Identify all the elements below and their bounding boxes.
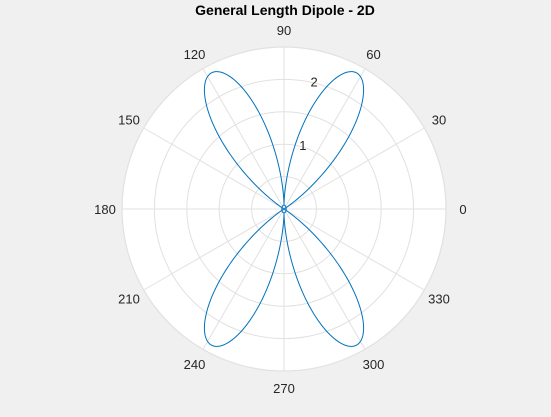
r-tick-label: 2: [311, 74, 318, 89]
r-tick-label: 1: [299, 138, 306, 153]
theta-tick-label: 300: [363, 357, 385, 372]
theta-grid-line: [283, 68, 366, 210]
theta-grid-line: [202, 208, 285, 350]
theta-tick-label: 180: [94, 202, 116, 217]
theta-tick-label: 330: [428, 292, 450, 307]
chart-title: General Length Dipole - 2D: [195, 2, 375, 18]
theta-grid-line: [143, 127, 285, 210]
theta-tick-label: 30: [432, 113, 446, 128]
theta-tick-label: 120: [184, 47, 206, 62]
polar-axes: 0 30 60 90 120 150 180 210 240 270 300 330 1 2: [94, 23, 466, 396]
polar-axis-outline: [121, 46, 447, 372]
pattern-inner-loop: [281, 204, 287, 214]
pattern-curve: [203, 71, 365, 347]
theta-tick-label: 90: [277, 23, 291, 38]
theta-tick-label: 240: [184, 357, 206, 372]
theta-grid-line: [283, 208, 425, 291]
theta-tick-label: 0: [459, 202, 466, 217]
theta-grid-line: [283, 208, 366, 350]
theta-grid-line: [143, 208, 285, 291]
theta-grid-line: [283, 127, 425, 210]
theta-grid-line: [202, 68, 285, 210]
theta-tick-label: 270: [273, 381, 295, 396]
theta-tick-label: 150: [118, 113, 140, 128]
theta-tick-label: 210: [118, 292, 140, 307]
theta-tick-label: 60: [366, 47, 380, 62]
